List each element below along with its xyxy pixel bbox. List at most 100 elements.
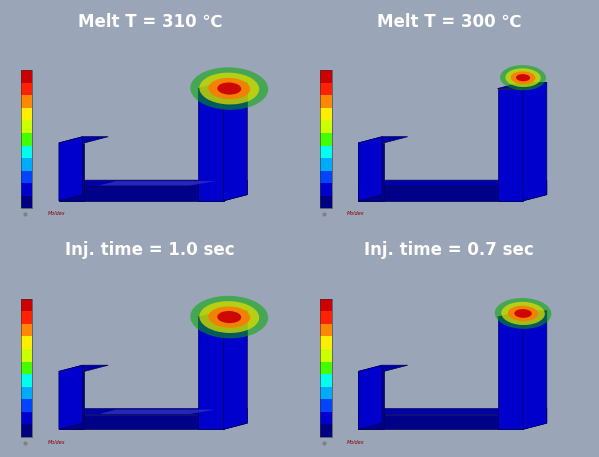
Bar: [320, 70, 332, 83]
Bar: [320, 83, 332, 96]
Bar: [20, 399, 32, 412]
Bar: [20, 96, 32, 108]
Polygon shape: [358, 365, 382, 429]
Bar: [320, 411, 332, 424]
Bar: [320, 299, 332, 312]
Bar: [20, 324, 32, 336]
Polygon shape: [358, 409, 547, 415]
Bar: [320, 108, 332, 121]
Bar: [20, 120, 32, 133]
Text: Inj. time = 1.0 sec: Inj. time = 1.0 sec: [65, 241, 235, 260]
Polygon shape: [498, 317, 523, 429]
Ellipse shape: [516, 74, 530, 81]
Ellipse shape: [217, 311, 241, 323]
Polygon shape: [59, 137, 108, 143]
Polygon shape: [498, 89, 523, 201]
Polygon shape: [59, 186, 223, 201]
Bar: [320, 311, 332, 324]
Bar: [320, 386, 332, 399]
Ellipse shape: [190, 296, 268, 338]
Bar: [320, 374, 332, 387]
Bar: [20, 386, 32, 399]
Polygon shape: [59, 365, 108, 372]
Polygon shape: [358, 137, 382, 201]
Bar: [320, 133, 332, 145]
Bar: [320, 170, 332, 183]
Polygon shape: [523, 82, 547, 201]
Text: Melt T = 300 ℃: Melt T = 300 ℃: [377, 13, 522, 31]
Bar: [20, 361, 32, 374]
Polygon shape: [59, 180, 247, 186]
Polygon shape: [59, 143, 84, 201]
Bar: [320, 70, 332, 208]
Bar: [20, 424, 32, 436]
Polygon shape: [99, 409, 216, 414]
Bar: [20, 83, 32, 96]
Bar: [20, 311, 32, 324]
Bar: [20, 158, 32, 170]
Polygon shape: [223, 311, 247, 429]
Polygon shape: [498, 311, 547, 317]
Bar: [20, 196, 32, 208]
Bar: [20, 336, 32, 349]
Polygon shape: [59, 372, 84, 429]
Bar: [20, 183, 32, 196]
Ellipse shape: [199, 73, 259, 105]
Bar: [20, 299, 32, 312]
Bar: [20, 133, 32, 145]
Polygon shape: [198, 317, 223, 429]
Ellipse shape: [506, 68, 541, 87]
Bar: [20, 411, 32, 424]
Bar: [320, 158, 332, 170]
Polygon shape: [358, 180, 547, 186]
Text: Melt T = 310 ℃: Melt T = 310 ℃: [77, 13, 222, 31]
Polygon shape: [223, 180, 247, 201]
Ellipse shape: [495, 298, 552, 329]
Polygon shape: [198, 82, 247, 89]
Ellipse shape: [199, 301, 259, 333]
Bar: [320, 120, 332, 133]
Ellipse shape: [515, 309, 532, 318]
Polygon shape: [223, 82, 247, 201]
Bar: [20, 349, 32, 361]
Polygon shape: [358, 186, 523, 201]
Bar: [20, 145, 32, 158]
Bar: [320, 361, 332, 374]
Bar: [320, 399, 332, 412]
Bar: [320, 336, 332, 349]
Polygon shape: [59, 409, 247, 415]
Ellipse shape: [217, 82, 241, 95]
Bar: [320, 424, 332, 436]
Bar: [320, 145, 332, 158]
Polygon shape: [358, 137, 408, 143]
Bar: [320, 349, 332, 361]
Polygon shape: [59, 365, 83, 429]
Polygon shape: [523, 311, 547, 429]
Text: Inj. time = 0.7 sec: Inj. time = 0.7 sec: [364, 241, 534, 260]
Text: Moldex: Moldex: [347, 211, 365, 216]
Text: Moldex: Moldex: [47, 440, 65, 445]
Bar: [20, 70, 32, 208]
Text: Moldex: Moldex: [347, 440, 365, 445]
Bar: [320, 96, 332, 108]
Bar: [20, 108, 32, 121]
Polygon shape: [223, 409, 247, 429]
Bar: [320, 299, 332, 436]
Ellipse shape: [208, 78, 250, 99]
Polygon shape: [99, 181, 216, 186]
Bar: [20, 70, 32, 83]
Polygon shape: [358, 372, 384, 429]
Text: Moldex: Moldex: [47, 211, 65, 216]
Bar: [320, 196, 332, 208]
Bar: [20, 170, 32, 183]
Polygon shape: [358, 365, 408, 372]
Polygon shape: [59, 415, 223, 429]
Polygon shape: [498, 82, 547, 89]
Ellipse shape: [500, 65, 546, 90]
Ellipse shape: [501, 302, 545, 325]
Polygon shape: [358, 415, 523, 429]
Ellipse shape: [508, 306, 539, 321]
Bar: [320, 324, 332, 336]
Bar: [20, 374, 32, 387]
Bar: [320, 183, 332, 196]
